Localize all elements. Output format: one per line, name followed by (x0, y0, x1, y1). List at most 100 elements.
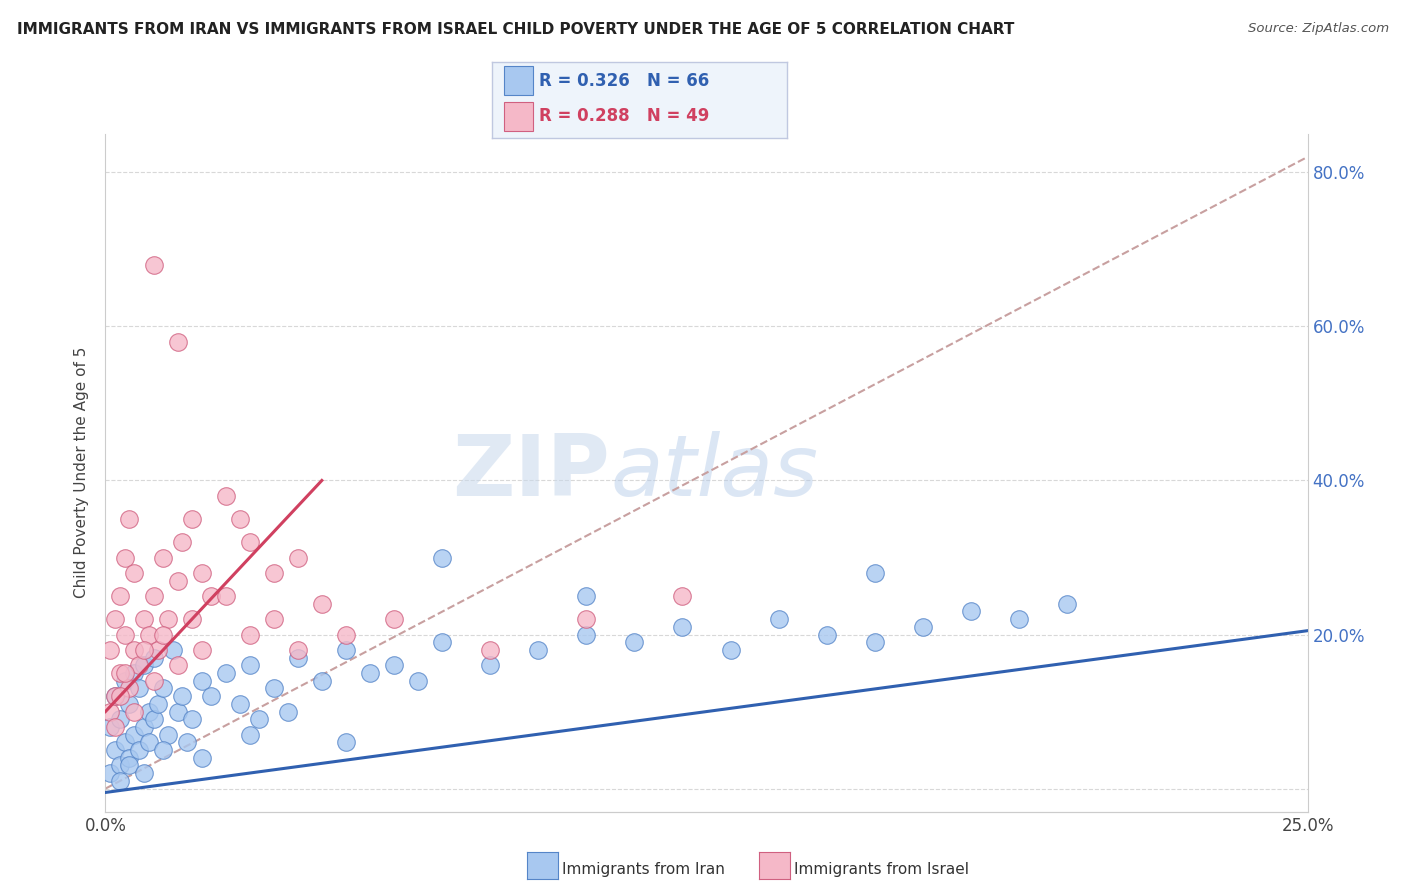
Point (1008, 612, 1031, 626)
Text: Immigrants from Iran: Immigrants from Iran (562, 863, 725, 877)
Point (229, 697, 252, 711)
Point (214, 589, 236, 603)
Point (142, 589, 165, 603)
Point (671, 589, 693, 603)
Point (287, 650, 309, 665)
Point (960, 604, 983, 618)
Point (124, 728, 146, 742)
Point (132, 766, 155, 780)
Bar (503, 102, 533, 130)
Point (118, 512, 141, 526)
Point (335, 735, 357, 749)
Point (124, 566, 146, 580)
Point (720, 643, 742, 657)
Point (430, 635, 453, 649)
Point (118, 758, 141, 772)
Point (152, 550, 174, 565)
Point (181, 512, 204, 526)
Point (239, 658, 262, 673)
Point (138, 627, 160, 641)
Point (200, 589, 222, 603)
Point (128, 681, 150, 696)
Point (247, 712, 270, 726)
Point (229, 512, 252, 526)
Point (142, 712, 165, 726)
Point (128, 743, 150, 757)
Point (239, 535, 262, 549)
Point (114, 627, 136, 641)
Point (124, 705, 146, 719)
Point (142, 258, 165, 272)
Point (156, 612, 179, 626)
Point (104, 689, 127, 703)
Point (166, 658, 188, 673)
Point (190, 566, 212, 580)
Point (263, 681, 285, 696)
Point (214, 489, 236, 503)
Point (382, 658, 405, 673)
Point (575, 612, 598, 626)
Point (263, 612, 285, 626)
Point (138, 735, 160, 749)
Point (98, 643, 121, 657)
Point (148, 697, 170, 711)
Point (311, 673, 333, 688)
Point (172, 535, 194, 549)
Point (104, 612, 127, 626)
Point (166, 574, 188, 588)
Point (277, 705, 299, 719)
Point (263, 566, 285, 580)
Point (124, 643, 146, 657)
Text: R = 0.326   N = 66: R = 0.326 N = 66 (540, 71, 710, 89)
Point (108, 712, 131, 726)
Point (148, 643, 170, 657)
Point (132, 720, 155, 734)
Bar (503, 66, 533, 95)
Point (623, 635, 645, 649)
Point (335, 627, 357, 641)
Point (114, 735, 136, 749)
Point (118, 697, 141, 711)
Point (768, 612, 790, 626)
Text: atlas: atlas (610, 431, 818, 515)
Point (479, 643, 502, 657)
Point (166, 334, 188, 349)
Point (138, 705, 160, 719)
Point (142, 673, 165, 688)
Point (287, 550, 309, 565)
Text: Immigrants from Israel: Immigrants from Israel (794, 863, 969, 877)
Point (124, 666, 146, 681)
Point (176, 735, 198, 749)
Point (172, 689, 194, 703)
Point (335, 643, 357, 657)
Point (671, 620, 693, 634)
Point (132, 658, 155, 673)
Point (863, 566, 886, 580)
Point (181, 712, 204, 726)
Point (98, 720, 121, 734)
Point (108, 773, 131, 788)
Point (214, 666, 236, 681)
Point (190, 751, 212, 765)
Point (863, 635, 886, 649)
Point (108, 689, 131, 703)
Point (190, 673, 212, 688)
Point (911, 620, 934, 634)
Point (359, 666, 381, 681)
Point (104, 720, 127, 734)
Point (98, 705, 121, 719)
Y-axis label: Child Poverty Under the Age of 5: Child Poverty Under the Age of 5 (75, 347, 90, 599)
Point (108, 589, 131, 603)
Point (128, 658, 150, 673)
Point (166, 705, 188, 719)
Point (575, 589, 598, 603)
Text: Source: ZipAtlas.com: Source: ZipAtlas.com (1249, 22, 1389, 36)
Point (114, 550, 136, 565)
Point (311, 597, 333, 611)
Point (142, 650, 165, 665)
Point (181, 612, 204, 626)
Point (200, 689, 222, 703)
Point (98, 766, 121, 780)
Point (108, 758, 131, 772)
Point (239, 728, 262, 742)
